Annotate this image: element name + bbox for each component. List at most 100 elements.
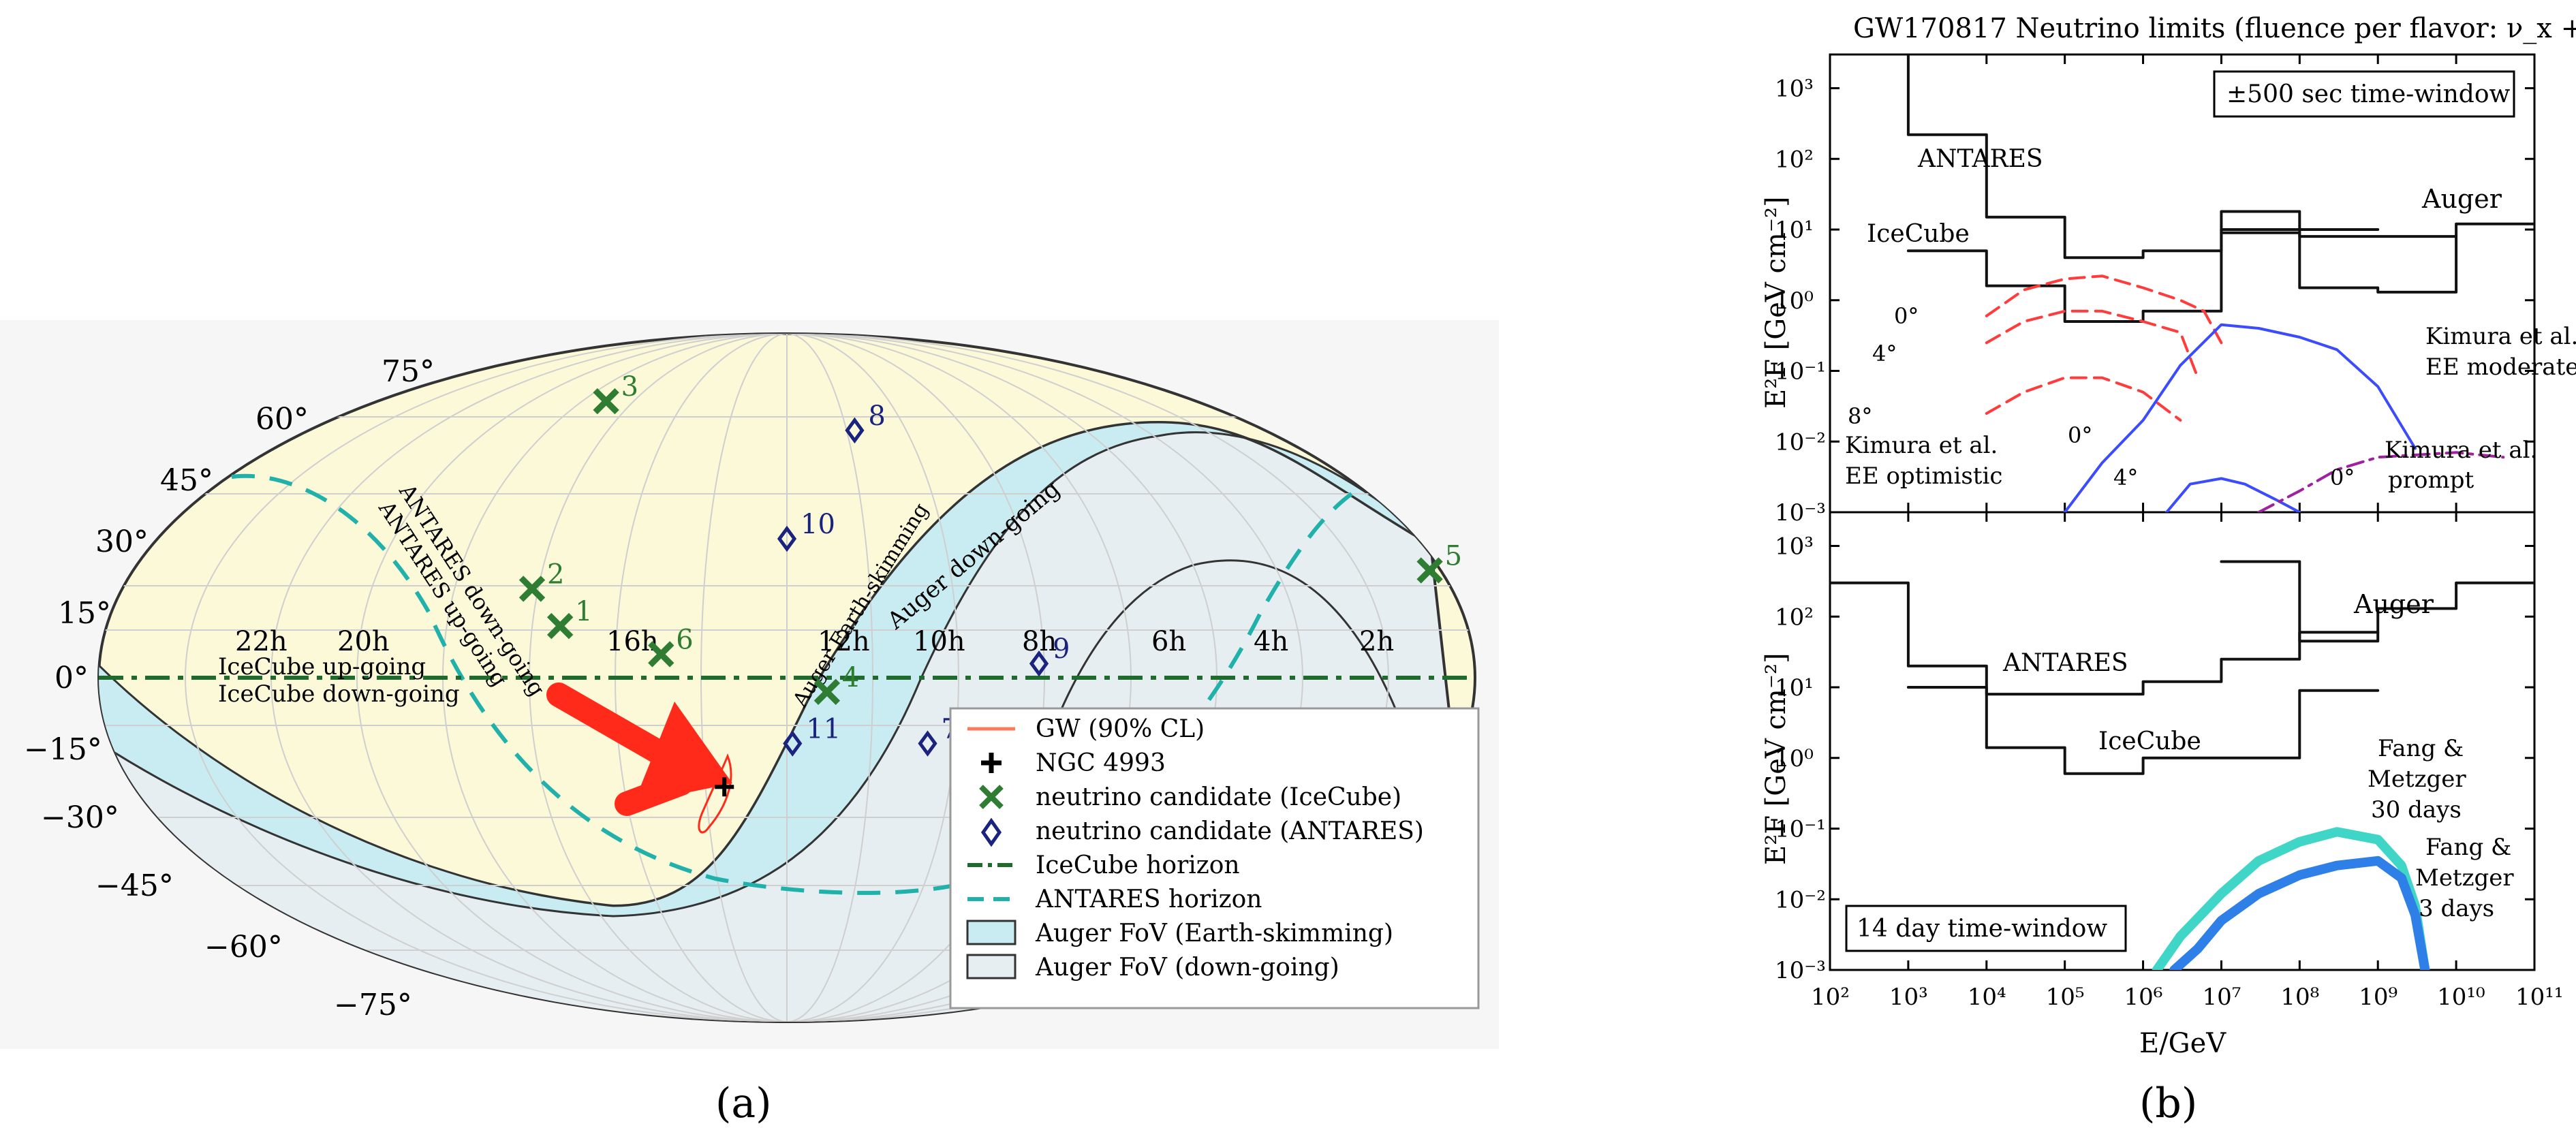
ra-labels: 22h 20h 16h 12h 10h 8h 6h 4h 2h (235, 626, 1394, 657)
series-icecube (1906, 686, 2380, 775)
bot-fang30-line1: Fang & (2378, 735, 2464, 762)
y-tick-label: 10⁰ (1775, 287, 1814, 315)
legend-label-ich: IceCube horizon (1036, 851, 1240, 879)
antares-candidate-marker (845, 417, 865, 444)
antares-candidate-marker (783, 730, 803, 757)
icecube-candidate-label: 5 (1445, 540, 1462, 571)
top-icecube-label: IceCube (1867, 220, 1970, 248)
y-tick-label: 10⁻³ (1775, 499, 1826, 527)
sky-map-panel: IceCube up-going IceCube down-going ANTA… (0, 320, 1499, 1127)
top-deg0-blue: 0° (2068, 422, 2092, 448)
top-y-axis-label: E²F [GeV cm⁻²] (1760, 196, 1792, 409)
icecube-candidate-label: 6 (676, 624, 693, 655)
ra-label-16h: 16h (606, 626, 659, 657)
icecube-candidate-label: 1 (575, 596, 592, 627)
top-kimura-mod-line2: EE moderate (2425, 354, 2576, 381)
top-kimura-opt-line2: EE optimistic (1845, 462, 2002, 490)
antares-horizon (231, 468, 1404, 895)
dec-label-0: 0° (55, 661, 89, 695)
panel-label-b: (b) (2139, 1080, 2197, 1127)
antares-candidate-label: 10 (801, 509, 835, 540)
x-tick-label: 10⁹ (2359, 984, 2397, 1011)
legend-swatch-down (966, 954, 1017, 979)
ra-label-2h: 2h (1359, 626, 1394, 657)
icecube-candidate-marker (813, 678, 841, 705)
x-tick-label: 10¹⁰ (2437, 984, 2485, 1011)
bot-fang3-line1: Fang & (2425, 834, 2511, 861)
series-antares (1830, 581, 2380, 696)
ra-label-4h: 4h (1254, 626, 1288, 657)
top-kimura-prompt-line2: prompt (2388, 467, 2474, 494)
legend-swatch-an (980, 817, 1002, 847)
x-tick-label: 10⁴ (1968, 984, 2006, 1011)
bot-fang30-line2: Metzger (2368, 766, 2466, 793)
top-window-label: ±500 sec time-window (2226, 80, 2511, 108)
y-tick-label: 10⁻¹ (1775, 358, 1826, 386)
legend-label-ic: neutrino candidate (IceCube) (1036, 783, 1401, 811)
dec-label-m45: −45° (95, 868, 174, 903)
antares-candidate-marker (777, 525, 797, 552)
y-tick-label: 10² (1775, 146, 1814, 173)
series-kimura-0- (1985, 275, 2223, 345)
x-axis-label: E/GeV (2139, 1028, 2226, 1059)
dec-label-75: 75° (382, 354, 435, 389)
bottom-plot-frame (1829, 511, 2536, 971)
top-series (1906, 54, 2534, 512)
limits-title: GW170817 Neutrino limits (fluence per fl… (1853, 13, 2576, 44)
series-fang-metzger-3-days (2169, 856, 2430, 970)
top-kimura-mod-line1: Kimura et al. (2425, 323, 2576, 350)
y-tick-label: 10⁻² (1775, 428, 1826, 456)
dec-label-m75: −75° (334, 988, 412, 1022)
y-tick-label: 10³ (1775, 533, 1814, 561)
series-kimura-ee-moderate-0- (2063, 323, 2417, 512)
x-tick-label: 10¹¹ (2515, 984, 2564, 1011)
bot-fang3-line2: Metzger (2415, 864, 2514, 892)
top-window-box (2213, 70, 2515, 118)
legend-label-down: Auger FoV (down-going) (1035, 954, 1339, 982)
series-kimura-prompt-0- (2257, 451, 2505, 512)
y-tick-label: 10² (1775, 603, 1814, 631)
ra-label-20h: 20h (337, 626, 390, 657)
y-tick-label: 10⁻¹ (1775, 816, 1826, 843)
limits-panel: GW170817 Neutrino limits (fluence per fl… (1760, 13, 2576, 1127)
dec-label-30: 30° (95, 524, 149, 559)
icecube-up-going-label: IceCube up-going (218, 653, 426, 680)
top-deg0-purple: 0° (2330, 465, 2355, 490)
icecube-candidate-label: 3 (621, 371, 638, 403)
dec-label-15: 15° (58, 596, 111, 631)
top-kimura-opt-line1: Kimura et al. (1845, 432, 1998, 459)
dec-label-45: 45° (160, 463, 213, 498)
sky-legend-box (949, 707, 1480, 1009)
y-tick-label: 10⁻³ (1775, 957, 1826, 984)
dec-label-m30: −30° (41, 800, 119, 835)
series-icecube (1906, 210, 2458, 323)
ra-label-12h: 12h (818, 626, 870, 657)
ra-label-10h: 10h (913, 626, 965, 657)
sky-legend: GW (90% CL) NGC 4993 neutrino candidate … (949, 707, 1480, 1009)
legend-swatch-skim (966, 920, 1017, 945)
x-tick-label: 10⁷ (2202, 984, 2241, 1011)
series-auger (2220, 560, 2534, 643)
antares-candidate-label: 8 (868, 401, 885, 432)
y-tick-label: 10¹ (1775, 674, 1814, 702)
icecube-down-going-label: IceCube down-going (218, 680, 460, 708)
dec-label-m60: −60° (204, 930, 283, 964)
legend-swatch-ngc (981, 753, 1002, 773)
top-deg4-red: 4° (1872, 341, 1897, 366)
series-kimura-4- (1985, 309, 2199, 379)
bot-auger-label: Auger (2353, 589, 2434, 619)
legend-label-skim: Auger FoV (Earth-skimming) (1035, 920, 1393, 947)
ra-label-22h: 22h (235, 626, 288, 657)
bottom-y-axis-label: E²F [GeV cm⁻²] (1760, 653, 1792, 865)
legend-label-anh: ANTARES horizon (1035, 885, 1262, 913)
icecube-candidate-marker (648, 641, 674, 668)
bottom-series (1830, 560, 2534, 970)
y-tick-label: 10³ (1775, 76, 1814, 103)
antares-candidate-marker (918, 730, 937, 757)
bot-window-box (1845, 905, 2127, 952)
top-auger-label: Auger (2421, 184, 2502, 214)
bot-icecube-label: IceCube (2098, 727, 2201, 755)
x-tick-label: 10⁶ (2124, 984, 2163, 1011)
top-deg8-red: 8° (1848, 403, 1872, 429)
